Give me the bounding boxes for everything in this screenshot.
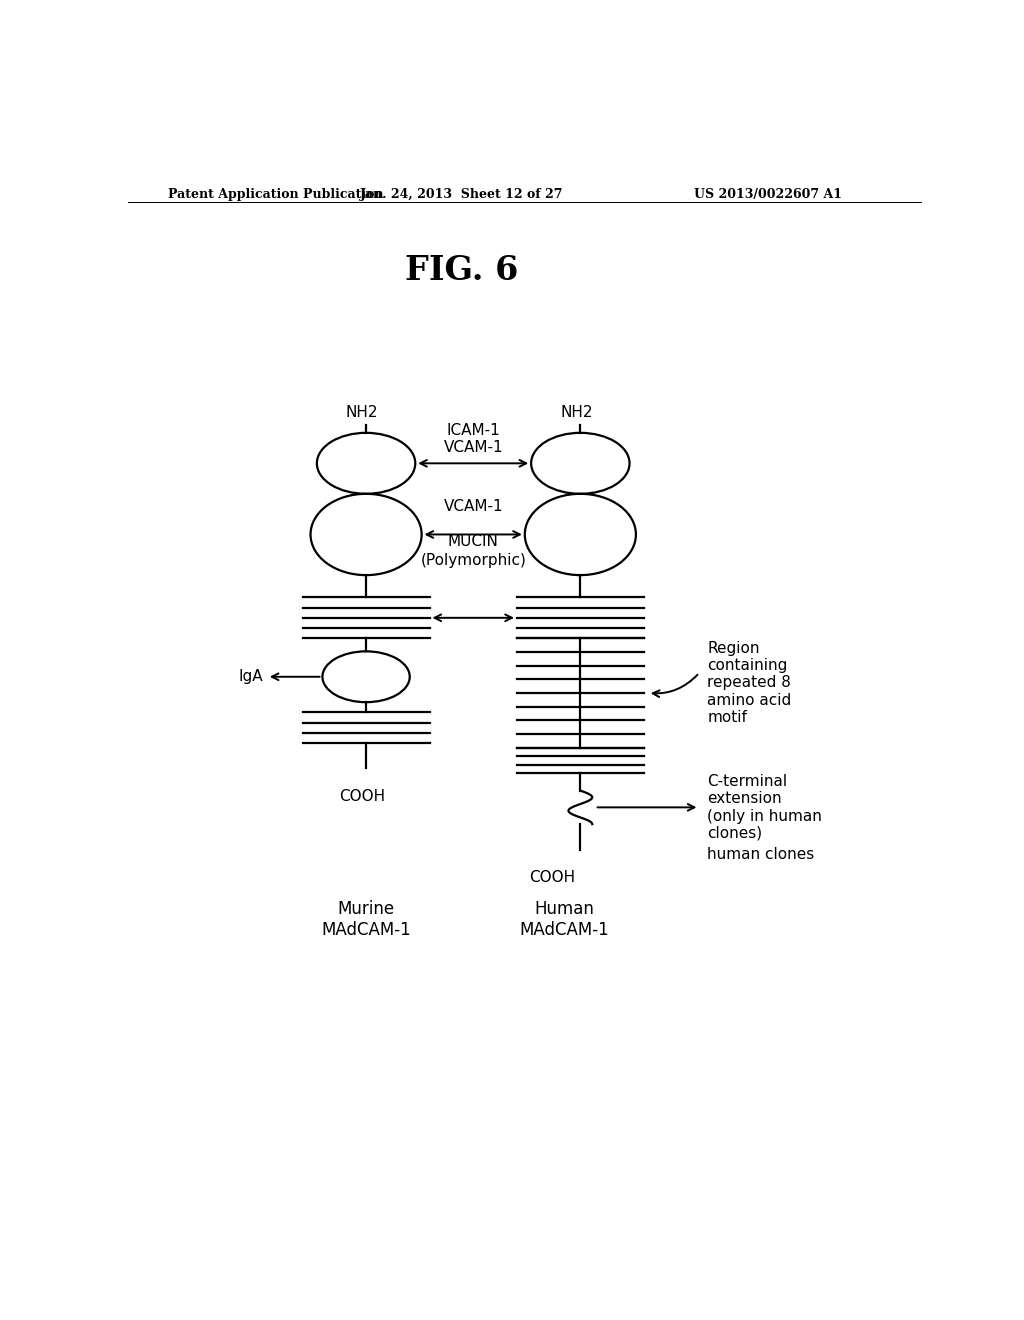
Text: NH2: NH2: [346, 405, 378, 420]
Text: NH2: NH2: [560, 405, 593, 420]
Text: Patent Application Publication: Patent Application Publication: [168, 189, 383, 202]
Text: FIG. 6: FIG. 6: [404, 253, 518, 286]
Text: Murine
MAdCAM-1: Murine MAdCAM-1: [322, 900, 411, 939]
Text: Region
containing
repeated 8
amino acid
motif: Region containing repeated 8 amino acid …: [708, 640, 792, 725]
Text: US 2013/0022607 A1: US 2013/0022607 A1: [694, 189, 842, 202]
Text: Jan. 24, 2013  Sheet 12 of 27: Jan. 24, 2013 Sheet 12 of 27: [359, 189, 563, 202]
Text: Human
MAdCAM-1: Human MAdCAM-1: [519, 900, 609, 939]
Text: (Polymorphic): (Polymorphic): [420, 553, 526, 568]
Text: ICAM-1: ICAM-1: [446, 422, 500, 438]
Text: C-terminal
extension
(only in human
clones): C-terminal extension (only in human clon…: [708, 774, 822, 841]
Text: IgA: IgA: [239, 669, 263, 684]
Text: VCAM-1: VCAM-1: [443, 499, 503, 515]
Text: human clones: human clones: [708, 847, 814, 862]
Text: COOH: COOH: [339, 788, 385, 804]
Text: MUCIN: MUCIN: [447, 535, 499, 549]
Text: VCAM-1: VCAM-1: [443, 440, 503, 455]
Text: COOH: COOH: [529, 870, 575, 884]
